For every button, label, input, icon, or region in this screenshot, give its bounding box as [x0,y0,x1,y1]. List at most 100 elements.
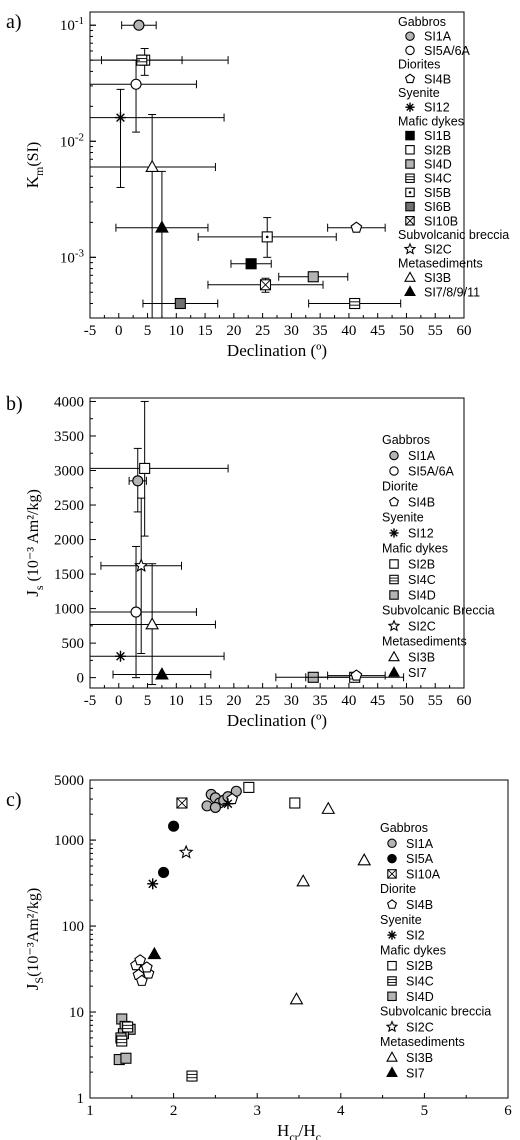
data-point-si5a-6a [130,78,142,90]
x-label-part: /H [299,1121,316,1140]
panel-label: a) [6,11,22,33]
legend-marker [405,45,415,56]
y-tick-label: 10-3 [60,247,85,266]
y-axis-label: Km(SI) [23,142,46,189]
legend-heading: Metasediments [398,256,483,270]
legend-label: SI4C [406,975,434,989]
data-point-si2c [133,558,149,572]
legend: GabbrosSI1ASI5A/6ADioritesSI4BSyeniteSI1… [398,15,509,299]
legend-label: SI5A/6A [424,44,471,58]
legend-label: SI5B [424,186,451,200]
data-point-si5a [158,866,170,879]
legend-marker-x [405,216,415,226]
y-label-part: m [32,166,46,176]
legend-label: SI4B [406,898,433,912]
x-tick-label: 4 [337,1103,345,1119]
data-point-si4b [350,669,363,681]
tick-base: 10 [60,250,75,266]
legend-marker [405,130,415,141]
legend-label: SI2 [406,929,425,943]
plot-frame [89,779,509,1099]
x-tick-label: 10 [169,693,184,709]
data-point-si2-ray [148,879,158,889]
y-axis-label: JS(10⁻³Am²/kg) [23,888,46,990]
x-tick-label: 40 [341,693,356,709]
legend-marker-ray [390,529,398,537]
legend-heading: Gabbros [382,433,430,447]
legend-marker-ray [406,103,414,111]
legend-label: SI1A [408,449,436,463]
y-label-part: (10⁻³ Am²/kg) [25,489,42,585]
legend-marker [387,991,397,1002]
data-point-si2b [289,797,301,809]
data-point-si2c [178,844,194,859]
data-point-si3b [289,992,304,1005]
legend-label: SI4C [424,172,452,186]
y-tick-label: 10-1 [60,15,84,34]
legend-heading: Mafic dykes [398,114,464,128]
y-tick-label: 1000 [54,602,84,618]
legend-heading: Syenite [398,86,440,100]
legend-heading: Syenite [380,913,422,927]
x-tick-label: 50 [399,693,414,709]
legend-label: SI7 [406,1066,425,1080]
y-tick-label: 1000 [54,833,84,849]
y-tick-label: 10 [69,1005,84,1021]
legend-marker [387,853,397,864]
chart-panel-2: c) 1 2 3 4 5 6 1 10 100 1000 5000 Hcr/Hc JS(10⁻³Am²/k… [6,773,512,1140]
x-tick-label: -5 [84,693,97,709]
tick-exponent: -2 [75,131,84,143]
legend-marker [389,590,399,600]
data-point-si3b [145,159,160,172]
data-point-si10a-x [176,797,188,809]
legend-label: SI2B [406,959,433,973]
x-tick-label: 30 [284,693,299,709]
x-tick-label: 2 [170,1103,178,1119]
x-tick-label: 6 [504,1103,512,1119]
legend-marker-dot [408,191,412,194]
data-layer [113,781,372,1082]
y-tick-label: 10-2 [60,131,84,150]
legend-label: SI5A [406,852,434,866]
x-tick-label: 55 [428,323,443,339]
x-tick-label: -5 [84,323,97,339]
x-tick-label: 35 [313,693,328,709]
legend-heading: Gabbros [398,15,446,29]
x-tick-label: 35 [313,323,328,339]
x-label-part: cr [289,1130,298,1140]
tick-exponent: -3 [75,247,85,259]
legend-label: SI4B [424,72,451,86]
x-tick-label: 20 [226,693,241,709]
y-tick-label: 4000 [54,394,84,410]
data-point-si6b [174,297,186,310]
y-label-part: J [23,590,42,597]
legend-marker [387,976,397,986]
legend-marker [386,1051,398,1062]
legend-label: SI4B [408,496,435,510]
legend-label: SI4D [408,589,436,603]
x-tick-label: 20 [226,323,241,339]
legend-heading: Subvolcanic Breccia [382,604,495,618]
legend-label: SI3B [424,271,451,285]
chart-panel-1: b) -5 0 5 10 15 20 25 30 35 40 45 50 55 60 0 500 1000 1500… [6,393,495,730]
y-tick-label: 100 [62,919,85,935]
data-point-si3b [145,617,160,630]
y-tick-label: 3000 [54,464,84,480]
legend-marker [389,466,399,476]
legend-heading: Syenite [382,511,424,525]
x-label-part: H [277,1121,289,1140]
legend-marker [386,1066,398,1078]
data-point-si1a [209,801,221,813]
legend-heading: Subvolcanic breccia [398,228,509,242]
y-label-part: s [32,585,46,590]
legend-heading: Metasediments [382,635,467,649]
data-point-si10b-x [260,279,271,291]
data-point-si1a [133,19,145,31]
x-tick-label: 45 [370,323,385,339]
panel-label: b) [6,393,23,415]
y-tick-label: 2500 [54,498,84,514]
data-point-si4d [307,271,319,283]
y-tick-label: 1 [77,1091,85,1107]
